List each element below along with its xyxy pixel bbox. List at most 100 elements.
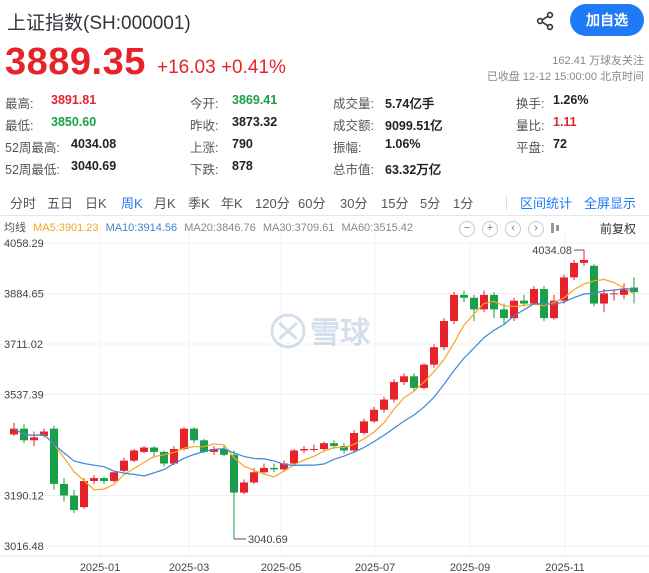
ma5-line bbox=[13, 278, 635, 491]
tab-4[interactable]: 月K bbox=[154, 196, 176, 211]
candle-body bbox=[550, 300, 558, 319]
candle-body bbox=[620, 289, 628, 295]
stat-item: 换手: 1.26% bbox=[516, 93, 588, 112]
x-tick-label: 2025-11 bbox=[545, 562, 585, 573]
candle-body bbox=[470, 297, 478, 310]
scroll-right-button[interactable]: › bbox=[528, 221, 544, 237]
fullscreen-button[interactable]: 全屏显示 bbox=[584, 196, 637, 211]
candle-body bbox=[340, 446, 348, 451]
adjust-icon[interactable] bbox=[548, 221, 562, 235]
candle-body bbox=[560, 277, 568, 301]
candle-body bbox=[250, 472, 258, 483]
stat-value: 790 bbox=[232, 137, 253, 151]
stat-item: 振幅: 1.06% bbox=[333, 137, 420, 156]
candle-body bbox=[30, 437, 38, 441]
stat-item: 上涨: 790 bbox=[190, 137, 253, 156]
candle-body bbox=[590, 265, 598, 304]
y-tick-label: 3711.02 bbox=[4, 339, 43, 351]
tab-1[interactable]: 五日 bbox=[47, 196, 74, 211]
stat-value: 5.74亿手 bbox=[385, 97, 435, 111]
candle-body bbox=[290, 450, 298, 464]
candle-body bbox=[480, 294, 488, 310]
tab-2[interactable]: 日K bbox=[85, 196, 107, 211]
candle-body bbox=[280, 463, 288, 470]
stat-label: 总市值: bbox=[333, 163, 374, 177]
share-icon[interactable] bbox=[535, 11, 555, 31]
add-watchlist-button[interactable]: 加自选 bbox=[570, 4, 644, 36]
candle-body bbox=[240, 482, 248, 493]
stat-label: 成交额: bbox=[333, 119, 374, 133]
period-tabs: 分时 五日 日K 周K 月K 季K 年K 120分 60分 30分 15分 5分 1分 区间统计 全屏显示 bbox=[0, 190, 649, 216]
stat-value: 3869.41 bbox=[232, 93, 278, 107]
candle-body bbox=[80, 480, 88, 508]
stat-value: 63.32万亿 bbox=[385, 163, 442, 177]
change-value: +16.03 bbox=[157, 57, 216, 78]
candle-body bbox=[230, 454, 238, 493]
candle-body bbox=[500, 309, 508, 319]
candle-body bbox=[150, 447, 158, 452]
change-percent: +0.41% bbox=[220, 57, 286, 78]
scroll-left-button[interactable]: ‹ bbox=[505, 221, 521, 237]
candle-body bbox=[210, 448, 218, 452]
candle-body bbox=[450, 294, 458, 322]
candle-body bbox=[110, 472, 118, 481]
tab-3[interactable]: 周K bbox=[121, 196, 143, 211]
stat-value: 72 bbox=[553, 137, 567, 151]
stat-label: 下跌: bbox=[190, 163, 219, 177]
candle-body bbox=[430, 347, 438, 365]
price-change: +16.03 +0.41% bbox=[157, 57, 286, 79]
tab-7[interactable]: 120分 bbox=[255, 196, 290, 211]
stat-value: 4034.08 bbox=[71, 137, 117, 151]
stat-value: 3891.81 bbox=[51, 93, 97, 107]
candle-body bbox=[70, 495, 78, 511]
zoom-in-button[interactable]: + bbox=[482, 221, 498, 237]
ma-lines bbox=[13, 278, 635, 491]
candle-body bbox=[370, 409, 378, 422]
ma-legend: 均线 MA5:3901.23 MA10:3914.56 MA20:3846.76… bbox=[4, 219, 417, 235]
candle-body bbox=[310, 448, 318, 450]
market-status: 已收盘 12-12 15:00:00 北京时间 bbox=[486, 71, 644, 83]
tab-8[interactable]: 60分 bbox=[298, 196, 326, 211]
candle-body bbox=[520, 300, 528, 304]
zoom-out-button[interactable]: − bbox=[459, 221, 475, 237]
candle-body bbox=[300, 448, 308, 451]
y-tick-label: 3190.12 bbox=[4, 490, 44, 502]
tab-0[interactable]: 分时 bbox=[10, 196, 37, 211]
y-tick-label: 3016.48 bbox=[4, 541, 44, 553]
tab-10[interactable]: 15分 bbox=[381, 196, 409, 211]
interval-stats-button[interactable]: 区间统计 bbox=[520, 196, 573, 211]
axis-labels: 4058.29 3884.65 3711.02 3537.39 3190.12 3016.… bbox=[4, 238, 585, 573]
tab-9[interactable]: 30分 bbox=[340, 196, 368, 211]
tab-separator bbox=[506, 196, 507, 210]
stat-label: 上涨: bbox=[190, 141, 219, 155]
ma20-label: MA20:3846.76 bbox=[184, 222, 256, 234]
candle-body bbox=[100, 478, 108, 481]
annotations: 4034.08 3040.69 bbox=[234, 245, 584, 546]
tab-12[interactable]: 1分 bbox=[453, 196, 474, 211]
candle-body bbox=[610, 293, 618, 295]
candle-body bbox=[140, 447, 148, 452]
stat-value: 3040.69 bbox=[71, 159, 117, 173]
kline-chart[interactable]: 雪球 4058.29 3884.65 3711.02 3537.39 3190.12 30… bbox=[0, 233, 649, 573]
tab-11[interactable]: 5分 bbox=[420, 196, 441, 211]
stat-item: 下跌: 878 bbox=[190, 159, 253, 178]
stat-item: 总市值: 63.32万亿 bbox=[333, 159, 441, 178]
candle-body bbox=[380, 399, 388, 410]
stat-value: 3850.60 bbox=[51, 115, 97, 129]
stat-label: 成交量: bbox=[333, 97, 374, 111]
tab-5[interactable]: 季K bbox=[188, 196, 210, 211]
stat-value: 878 bbox=[232, 159, 253, 173]
watermark: 雪球 bbox=[270, 313, 371, 350]
x-tick-label: 2025-01 bbox=[80, 562, 120, 573]
price-adjust-select[interactable]: 前复权 bbox=[600, 222, 637, 236]
candle-body bbox=[460, 294, 468, 298]
x-tick-label: 2025-07 bbox=[355, 562, 395, 573]
stat-label: 换手: bbox=[516, 97, 545, 111]
candle-body bbox=[220, 448, 228, 455]
candle-body bbox=[570, 262, 578, 278]
chart-grid bbox=[0, 233, 649, 557]
candle-body bbox=[10, 428, 18, 435]
stat-item: 成交额: 9099.51亿 bbox=[333, 115, 443, 134]
low-annotation: 3040.69 bbox=[248, 534, 288, 546]
tab-6[interactable]: 年K bbox=[221, 196, 243, 211]
